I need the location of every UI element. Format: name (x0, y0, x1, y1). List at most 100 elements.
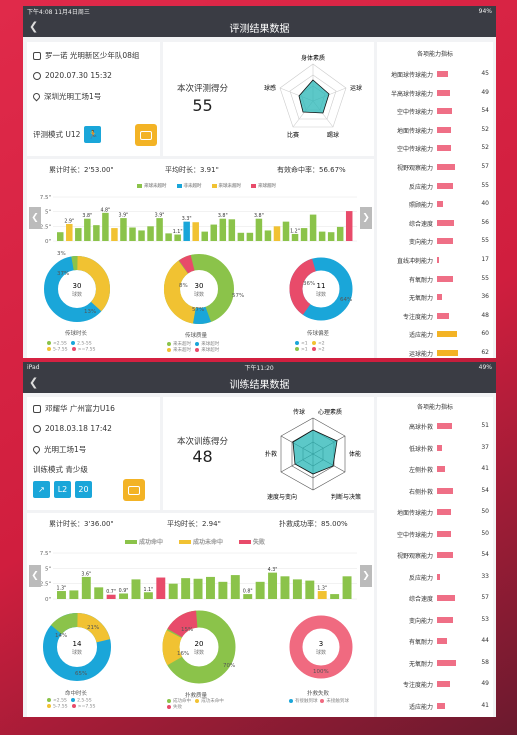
ability-row: 地面传球能力 52 (377, 126, 493, 135)
ability-name: 有氧耐力 (408, 276, 433, 284)
ability-bar (437, 702, 445, 709)
radar-label: 速度与变向 (267, 493, 297, 501)
bar (228, 219, 236, 241)
training-screen: iPad 下午11:20 49% ❮ 训练结果数据 邓耀华 广州富力U16 20… (23, 362, 496, 717)
pie-title: 扑救失败 (307, 691, 330, 697)
bar (246, 232, 254, 241)
ability-name: 适应能力 (408, 332, 433, 340)
pie-center-value: 14 (73, 640, 82, 648)
y-tick-label: 5" (45, 566, 51, 572)
bar (282, 221, 290, 241)
legend-item: 非未超时 (183, 184, 202, 189)
legend-item: 来球未超时 (218, 184, 242, 189)
video-camera-icon[interactable] (123, 479, 145, 501)
ability-name: 高球扑救 (408, 424, 433, 431)
ability-value: 50 (481, 529, 489, 537)
pie-pct: 15% (181, 627, 194, 633)
runner-badge-icon: 🏃 (84, 126, 102, 143)
bar (292, 579, 302, 599)
bar (255, 218, 263, 241)
ability-bar (437, 616, 453, 623)
bar (219, 218, 227, 241)
ability-bar (437, 312, 450, 319)
session-date: 2018.03.18 17:42 (45, 424, 112, 433)
bar (273, 226, 281, 241)
bar (210, 224, 218, 241)
radar-label: 球感 (264, 84, 276, 92)
date-row: 2020.07.30 15:32 (33, 71, 112, 80)
chart-prev-arrow-icon[interactable]: ❮ (29, 207, 41, 229)
pie-center-unit: 球数 (72, 291, 82, 298)
ability-name: 直线冲刺能力 (396, 258, 433, 265)
bar (300, 228, 308, 241)
ability-value: 54 (481, 486, 489, 494)
ability-name: 无氧耐力 (408, 295, 433, 303)
radar-label: 运球 (350, 84, 362, 92)
pie-title: 传球质量 (185, 333, 208, 339)
legend-item: 失败 (253, 539, 266, 546)
bar (264, 230, 272, 241)
score-title: 本次训练得分 (176, 437, 228, 447)
player-info-card: 罗一诺 光明新区少年队08组 2020.07.30 15:32 深圳光明工场1号… (27, 42, 160, 156)
pie-charts: 14 球数 20 球数 3 球数 (43, 610, 353, 684)
back-icon[interactable]: ❮ (29, 20, 39, 33)
ability-row: 专注度能力 49 (377, 680, 493, 689)
hit-rate: 有效命中率：56.67% (277, 166, 346, 174)
pie-center-value: 20 (195, 640, 204, 648)
pie-center-unit: 球数 (72, 649, 82, 656)
bar (174, 234, 181, 241)
ability-name: 地面球传球能力 (390, 72, 433, 79)
ability-row: 综合速度 56 (377, 219, 493, 228)
y-tick-label: 5" (45, 210, 51, 216)
pie-center-unit: 球数 (194, 291, 204, 298)
pie-legend: 来未超时 来球超时 来未超时 来球超时 (167, 341, 219, 353)
pie-center-value: 30 (195, 282, 204, 290)
bar (84, 218, 91, 241)
ability-bar (437, 573, 441, 580)
ability-panel: 各项能力指标 地面球传球能力 45 半高球传球能力 49 空中传球能力 54 地面传球能力 5… (377, 42, 493, 358)
ability-name: 低球扑救 (408, 445, 433, 453)
pie-title: 命中时长 (65, 691, 88, 697)
location-row: 深圳光明工场1号 (31, 91, 101, 102)
legend-item: 成功命中 (139, 539, 164, 546)
bar (120, 218, 127, 241)
bar (183, 221, 190, 241)
video-camera-icon[interactable] (135, 124, 157, 146)
radar-label: 比赛 (287, 131, 299, 139)
ability-row: 低球扑救 37 (377, 444, 493, 453)
ability-value: 57 (481, 163, 489, 170)
badge-row: ↗ L2 20 (33, 481, 92, 498)
ability-bar (437, 423, 452, 429)
bar (119, 593, 129, 599)
ability-row: 视野观察能力 54 (377, 551, 493, 560)
chart-next-arrow-icon[interactable]: ❯ (360, 207, 372, 229)
pie-legend: 有接触到球 未接触到球 (289, 698, 349, 704)
stats-card: 累计时长：3'36.00" 平均时长：2.94" 扑救成功率：85.00% 成功… (27, 513, 374, 717)
pie-charts: 30 球数 30 球数 11 球数 (44, 254, 353, 324)
player-name-row: 邓耀华 广州富力U16 (33, 403, 115, 414)
back-icon[interactable]: ❮ (29, 376, 39, 389)
pie-pct: 36% (303, 281, 316, 287)
ability-bar (437, 466, 445, 472)
status-device: iPad (27, 364, 40, 371)
legend-item: 来球超时 (258, 184, 276, 189)
bar-chart: 7.5" 5" 2.5" 0" 2.9" 3.8" 4.8" 3.9" 3.9" 1.1" 3.3"… (40, 195, 357, 245)
ability-bar (437, 552, 453, 558)
score-card: 本次训练得分 48 心理素质 体能 判断与决策 速度与变向 扑救 传球 (163, 397, 374, 510)
chart-prev-arrow-icon[interactable]: ❮ (29, 565, 41, 587)
y-tick-label: 2.5" (40, 582, 51, 588)
ability-bar (437, 530, 451, 537)
ability-value: 55 (481, 181, 489, 189)
radar-label: 扑救 (265, 450, 277, 458)
bar (181, 578, 191, 599)
ability-row: 地面球传球能力 45 (377, 70, 493, 79)
chart-next-arrow-icon[interactable]: ❯ (360, 565, 372, 587)
clock-icon (33, 424, 41, 433)
ability-bar (437, 509, 451, 515)
bar (138, 230, 145, 241)
radar-label: 心理素质 (318, 408, 342, 416)
page-title: 评测结果数据 (229, 23, 290, 35)
ability-name: 有氧耐力 (408, 639, 433, 646)
ability-value: 45 (481, 70, 489, 77)
bar (102, 212, 109, 241)
